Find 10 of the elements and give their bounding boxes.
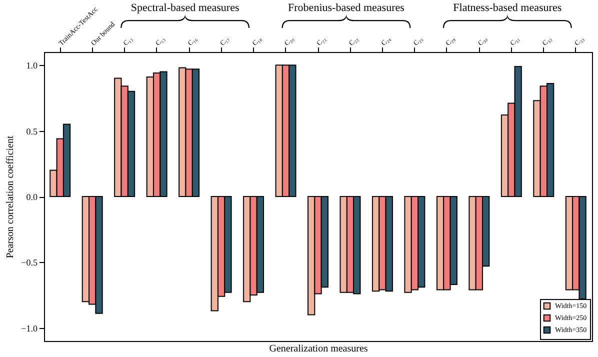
y-tick-label: −1.0 <box>21 323 38 334</box>
text: Spectral-based measures <box>130 2 240 14</box>
text: Frobenius-based measures <box>288 2 404 14</box>
y-axis-title: Pearson correlation coefficient <box>5 136 16 258</box>
y-tick-label: 0.5 <box>26 126 38 136</box>
y-tick-label: 1.0 <box>26 60 38 71</box>
y-tick-label: −0.5 <box>21 258 38 268</box>
y-tick-label: 0.0 <box>26 192 38 202</box>
text: Flatness-based measures <box>453 2 562 14</box>
x-axis-title: Generalization measures <box>269 344 368 354</box>
